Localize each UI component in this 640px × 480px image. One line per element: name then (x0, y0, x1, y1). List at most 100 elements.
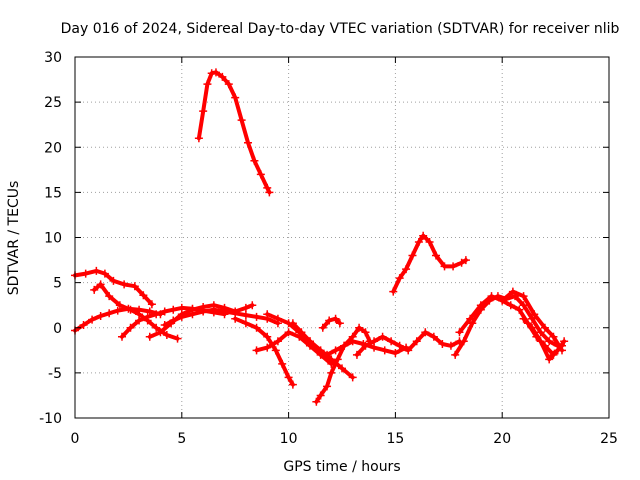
data-point (316, 391, 325, 400)
data-point (361, 328, 370, 337)
data-point (338, 364, 346, 373)
data-point (273, 314, 282, 323)
data-point (135, 316, 144, 325)
data-point (455, 328, 464, 337)
data-point (438, 339, 447, 348)
series-arc-afternoon-4 (519, 314, 569, 364)
y-tick-label: 10 (44, 231, 62, 247)
data-point (252, 323, 261, 332)
data-point (139, 291, 148, 300)
y-tick-label: 5 (53, 276, 62, 292)
data-point (459, 337, 468, 346)
y-tick-label: -5 (48, 366, 62, 382)
data-point (252, 312, 261, 321)
data-point (404, 346, 413, 355)
data-point (90, 285, 99, 294)
y-tick-label: -10 (39, 411, 62, 427)
data-point (143, 312, 152, 321)
data-point (79, 321, 88, 330)
chart-title: Day 016 of 2024, Sidereal Day-to-day VTE… (61, 21, 620, 37)
series-line (73, 306, 163, 333)
data-point (88, 315, 97, 324)
data-point (117, 332, 126, 341)
data-point (519, 292, 528, 301)
data-point (244, 138, 253, 147)
data-point (113, 306, 122, 315)
data-point (540, 323, 549, 332)
data-point (241, 319, 250, 328)
series-arc-dip-11 (312, 323, 374, 406)
data-point (528, 314, 537, 323)
data-point (284, 328, 293, 337)
data-point (224, 80, 233, 89)
series-arc-mid-3 (288, 319, 411, 359)
series-marks (71, 68, 569, 406)
data-point (506, 301, 515, 310)
data-point (81, 269, 90, 278)
x-axis-label: GPS time / hours (283, 459, 400, 475)
x-tick-label: 5 (177, 431, 186, 447)
data-point (297, 328, 306, 337)
data-point (152, 323, 161, 332)
x-tick-label: 25 (600, 431, 618, 447)
data-point (278, 359, 287, 368)
data-point (135, 305, 144, 314)
data-point (194, 134, 203, 143)
series-line (320, 316, 342, 330)
data-point (124, 304, 133, 313)
data-point (218, 72, 227, 81)
data-point (231, 314, 240, 323)
data-point (263, 310, 272, 319)
series-arc-high-peak (194, 68, 274, 197)
data-point (431, 251, 440, 260)
data-point (211, 68, 220, 77)
data-point (288, 380, 297, 389)
series-arc-mid-4 (352, 328, 464, 359)
data-point (528, 323, 537, 332)
data-point (515, 305, 524, 314)
data-point (273, 337, 282, 346)
data-point (340, 341, 349, 350)
data-point (425, 238, 434, 247)
data-point (96, 312, 105, 321)
data-point (545, 355, 554, 364)
data-point (130, 282, 139, 291)
data-point (271, 346, 280, 355)
data-point (252, 346, 261, 355)
data-point (169, 305, 178, 314)
data-point (389, 287, 398, 296)
data-point (209, 305, 218, 314)
data-point (457, 258, 466, 267)
data-point (545, 337, 554, 346)
data-point (220, 307, 229, 316)
data-point (560, 337, 569, 346)
series-line (521, 316, 567, 362)
data-point (263, 343, 272, 352)
data-point (536, 328, 545, 337)
data-point (370, 337, 379, 346)
data-point (468, 319, 477, 328)
data-point (440, 262, 449, 271)
data-point (333, 355, 342, 364)
data-point (173, 334, 182, 343)
data-point (203, 80, 212, 89)
data-point (348, 373, 357, 382)
data-point (288, 319, 297, 328)
plot-frame (74, 56, 610, 419)
data-point (250, 156, 259, 165)
data-point (265, 188, 274, 197)
y-tick-label: 0 (53, 321, 62, 337)
data-point (96, 280, 105, 289)
data-point (160, 307, 169, 316)
data-point (263, 332, 272, 341)
data-point (378, 332, 387, 341)
data-point (412, 337, 421, 346)
data-point (126, 323, 135, 332)
y-axis-label: SDTVAR / TECUs (6, 181, 22, 296)
data-point (100, 269, 109, 278)
data-point (162, 330, 171, 339)
data-point (305, 337, 314, 346)
data-point (109, 276, 118, 285)
data-point (355, 323, 364, 332)
x-tick-label: 0 (71, 431, 80, 447)
